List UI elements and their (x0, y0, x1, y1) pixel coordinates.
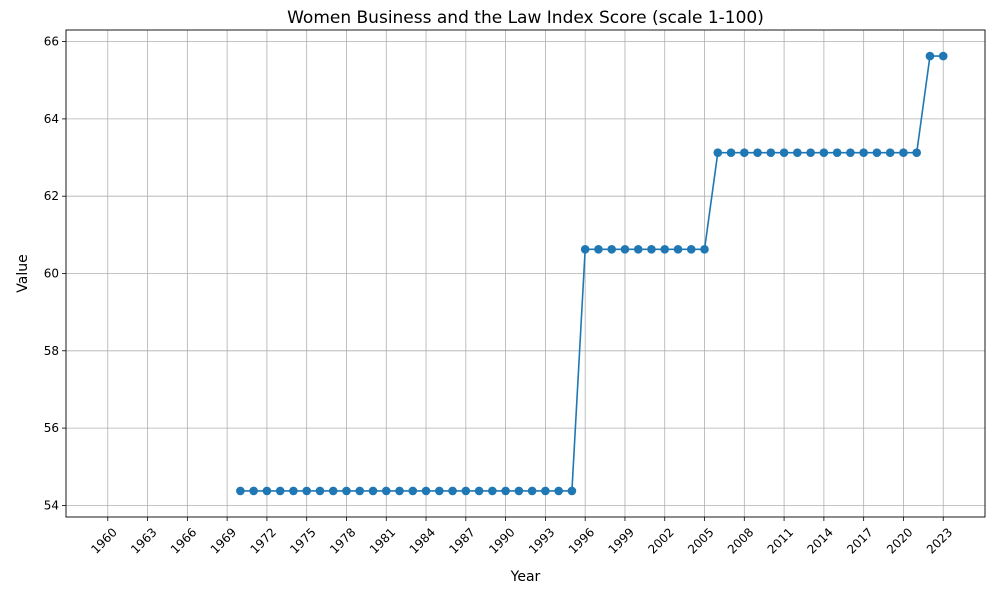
data-point (938, 51, 948, 61)
data-point (461, 486, 471, 496)
data-point (527, 486, 537, 496)
data-point (236, 486, 245, 496)
data-point (899, 148, 908, 158)
data-point (912, 148, 921, 158)
data-point (832, 148, 842, 158)
chart-title: Women Business and the Law Index Score (… (287, 8, 764, 28)
data-point (846, 148, 855, 158)
data-point (541, 486, 550, 496)
data-point (302, 486, 311, 496)
series-layer (236, 51, 948, 496)
data-point (859, 148, 868, 158)
data-point (567, 486, 577, 496)
data-point (686, 245, 696, 254)
y-tick-label: 56 (44, 421, 59, 435)
data-point (885, 148, 895, 158)
data-point (766, 148, 776, 158)
data-point (819, 148, 829, 158)
data-point (328, 486, 338, 496)
data-point (713, 148, 723, 158)
data-point (580, 245, 590, 254)
data-point (448, 486, 457, 496)
gridlines (66, 30, 985, 517)
data-point (633, 245, 643, 254)
data-point (395, 486, 404, 496)
data-point (275, 486, 285, 496)
data-point (408, 486, 418, 496)
data-point (594, 245, 603, 254)
data-point (501, 486, 510, 496)
data-point (355, 486, 365, 496)
data-point (872, 148, 882, 158)
data-point (368, 486, 378, 496)
data-point (660, 245, 670, 254)
data-point (289, 486, 298, 496)
y-tick-label: 62 (44, 189, 59, 203)
data-point (740, 148, 749, 158)
y-axis-label: Value (15, 254, 31, 292)
data-point (779, 148, 789, 158)
data-point (474, 486, 484, 496)
data-point (342, 486, 351, 496)
y-axis-ticks: 54 56 58 60 62 64 66 (44, 35, 66, 512)
y-tick-label: 58 (44, 344, 59, 358)
data-point (620, 245, 630, 254)
y-tick-label: 60 (44, 267, 59, 281)
data-point (554, 486, 563, 496)
data-point (421, 486, 431, 496)
y-tick-label: 54 (44, 498, 59, 512)
data-point (673, 245, 683, 254)
data-point (607, 245, 616, 254)
y-tick-label: 64 (44, 112, 59, 126)
data-point (793, 148, 802, 158)
data-point (514, 486, 524, 496)
data-point (488, 486, 497, 496)
data-point (381, 486, 391, 496)
y-tick-label: 66 (44, 35, 59, 49)
data-point (647, 245, 656, 254)
data-point (726, 148, 736, 158)
data-point (262, 486, 272, 496)
data-point (249, 486, 258, 496)
data-point (435, 486, 444, 496)
data-point (806, 148, 815, 158)
x-axis-label: Year (510, 569, 541, 585)
data-point (925, 51, 935, 61)
data-point (753, 148, 762, 158)
data-point (315, 486, 325, 496)
data-point (700, 245, 709, 254)
